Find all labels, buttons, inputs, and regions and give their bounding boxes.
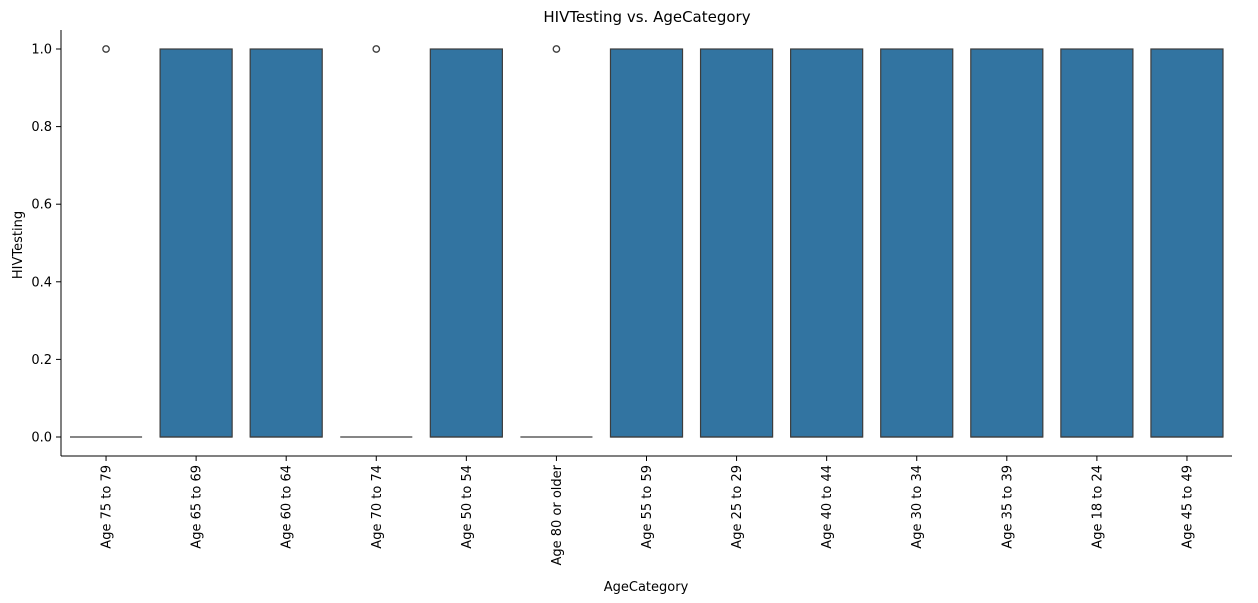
x-tick-label: Age 45 to 49: [1180, 465, 1195, 549]
box: [790, 48, 864, 438]
box-group: [880, 48, 954, 438]
x-tick-label: Age 80 or older: [550, 464, 565, 565]
chart-title: HIVTesting vs. AgeCategory: [543, 8, 750, 26]
y-tick-label: 1.0: [31, 43, 52, 58]
y-tick-label: 0.0: [31, 431, 52, 446]
outlier-point: [552, 45, 561, 53]
x-axis-label: AgeCategory: [604, 580, 689, 595]
x-tick-label: Age 25 to 29: [730, 465, 745, 549]
box-group: [520, 45, 593, 438]
x-tick-label: Age 30 to 34: [910, 465, 925, 549]
x-tick-label: Age 18 to 24: [1090, 465, 1105, 549]
outlier-point: [372, 45, 381, 53]
x-tick-label: Age 60 to 64: [280, 465, 295, 549]
plot-area: [70, 45, 1224, 438]
box-group: [970, 48, 1044, 438]
box-group: [699, 48, 774, 438]
outlier-point: [102, 45, 110, 53]
box-group: [1150, 48, 1224, 438]
y-tick-label: 0.4: [31, 275, 52, 290]
box-group: [340, 45, 413, 438]
box-group: [429, 48, 503, 438]
y-tick-label: 0.6: [31, 198, 52, 213]
x-tick-label: Age 50 to 54: [460, 465, 475, 549]
box: [1150, 48, 1224, 438]
x-axis-ticks: Age 75 to 79 Age 65 to 69 Age 60 to 64 Age …: [100, 456, 1195, 566]
x-tick-label: Age 70 to 74: [370, 465, 385, 549]
box: [609, 48, 684, 438]
y-tick-label: 0.2: [31, 353, 52, 368]
box: [429, 48, 503, 438]
box-group: [609, 48, 684, 438]
box: [159, 48, 233, 438]
box: [249, 48, 323, 438]
y-axis-ticks: 0.0 0.2 0.4 0.6 0.8 1.0: [31, 43, 61, 446]
box: [1060, 48, 1134, 438]
box-group: [70, 45, 143, 438]
box: [699, 48, 774, 438]
box: [880, 48, 954, 438]
y-axis-label: HIVTesting: [11, 211, 26, 279]
x-tick-label: Age 65 to 69: [190, 465, 205, 549]
box-group: [790, 48, 864, 438]
x-tick-label: Age 75 to 79: [100, 465, 115, 549]
x-tick-label: Age 40 to 44: [820, 465, 835, 549]
x-tick-label: Age 35 to 39: [1000, 465, 1015, 549]
x-tick-label: Age 55 to 59: [640, 465, 655, 549]
box-group: [1060, 48, 1134, 438]
y-tick-label: 0.8: [31, 120, 52, 135]
box-group: [159, 48, 233, 438]
box: [970, 48, 1044, 438]
box-group: [249, 48, 323, 438]
